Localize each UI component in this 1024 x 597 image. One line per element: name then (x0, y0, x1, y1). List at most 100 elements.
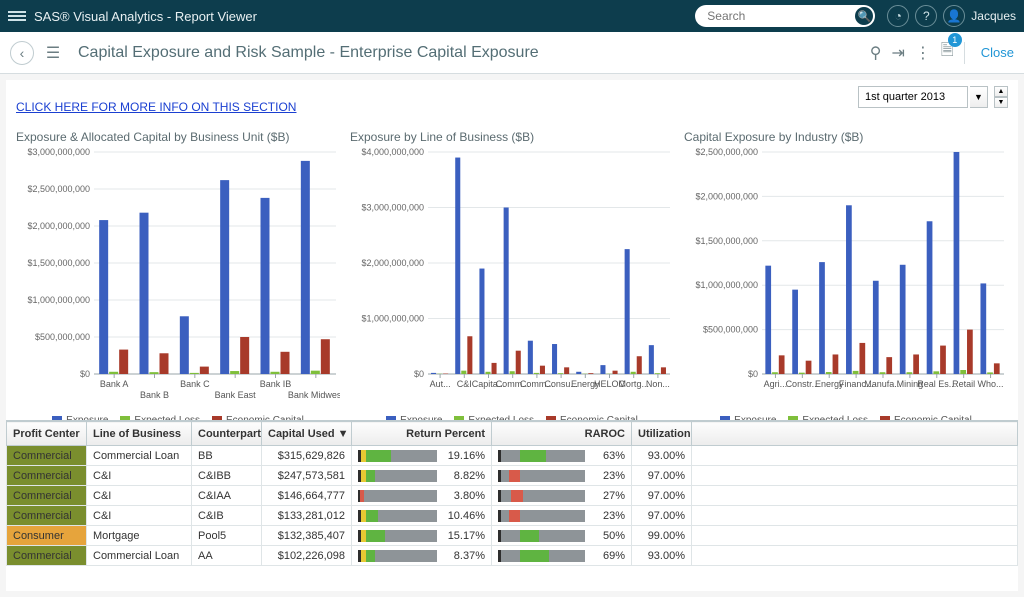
table-cell: C&I (87, 486, 192, 506)
col-spacer (692, 422, 1018, 446)
chart-line-of-business: Exposure by Line of Business ($B) $0 $1,0… (350, 130, 674, 412)
table-cell: 97.00% (632, 506, 692, 526)
svg-text:$500,000,000: $500,000,000 (35, 332, 90, 342)
notifications-icon[interactable]: ◔ (887, 5, 909, 27)
chart-business-unit: Exposure & Allocated Capital by Business… (16, 130, 340, 412)
table-cell: 23% (492, 506, 632, 526)
period-display[interactable]: 1st quarter 2013 (858, 86, 968, 108)
table-row[interactable]: ConsumerMortgagePool5$132,385,40715.17%5… (7, 526, 1018, 546)
svg-text:Bank East: Bank East (215, 390, 257, 400)
table-cell: 8.37% (352, 546, 492, 566)
close-button[interactable]: Close (981, 45, 1014, 60)
period-selector: 1st quarter 2013 ▼ ▲ ▼ (858, 86, 1008, 130)
search-icon[interactable]: 🔍 (855, 7, 873, 25)
sections-icon[interactable]: ☰ (44, 44, 62, 62)
svg-text:$1,000,000,000: $1,000,000,000 (27, 295, 90, 305)
svg-text:$2,000,000,000: $2,000,000,000 (361, 258, 424, 268)
svg-text:$1,500,000,000: $1,500,000,000 (27, 258, 90, 268)
table-cell (692, 466, 1018, 486)
svg-text:$3,000,000,000: $3,000,000,000 (27, 148, 90, 157)
microbar (498, 490, 585, 502)
chart3-plot[interactable]: $0$500,000,000$1,000,000,000$1,500,000,0… (684, 148, 1008, 411)
table-row[interactable]: CommercialCommercial LoanBB$315,629,8261… (7, 446, 1018, 466)
table-cell: C&IB (192, 506, 262, 526)
chart2-title: Exposure by Line of Business ($B) (350, 130, 674, 144)
table-row[interactable]: CommercialC&IC&IB$133,281,01210.46%23%97… (7, 506, 1018, 526)
table-cell: 99.00% (632, 526, 692, 546)
period-up-button[interactable]: ▲ (994, 86, 1008, 97)
filter-icon[interactable]: ⚲ (870, 43, 882, 63)
microbar (498, 470, 585, 482)
table-cell: 97.00% (632, 486, 692, 506)
search-input[interactable] (695, 5, 875, 27)
chart1-plot[interactable]: $0$500,000,000$1,000,000,000$1,500,000,0… (16, 148, 340, 411)
microbar (358, 550, 437, 562)
col-counterparty[interactable]: Counterparty (192, 422, 262, 446)
table-cell: AA (192, 546, 262, 566)
svg-text:$1,000,000,000: $1,000,000,000 (695, 280, 758, 290)
table-cell: Commercial Loan (87, 546, 192, 566)
chart1-title: Exposure & Allocated Capital by Business… (16, 130, 340, 144)
svg-text:Agri...: Agri... (764, 379, 788, 389)
svg-text:Mortg...: Mortg... (618, 379, 649, 389)
table-cell: 93.00% (632, 546, 692, 566)
svg-text:$2,000,000,000: $2,000,000,000 (27, 221, 90, 231)
top-strip: CLICK HERE FOR MORE INFO ON THIS SECTION… (6, 80, 1018, 130)
toolbar-divider (964, 42, 965, 64)
report-toolbar: ‹ ☰ Capital Exposure and Risk Sample - E… (0, 32, 1024, 74)
microbar (498, 510, 585, 522)
col-utilization[interactable]: Utilization (632, 422, 692, 446)
microbar (358, 470, 437, 482)
table-cell: Pool5 (192, 526, 262, 546)
table-cell: 69% (492, 546, 632, 566)
col-return-percent[interactable]: Return Percent (352, 422, 492, 446)
table-cell: 15.17% (352, 526, 492, 546)
col-raroc[interactable]: RAROC (492, 422, 632, 446)
col-capital-used[interactable]: Capital Used ▼ (262, 422, 352, 446)
table-row[interactable]: CommercialC&IC&IAA$146,664,7773.80%27%97… (7, 486, 1018, 506)
table-row[interactable]: CommercialC&IC&IBB$247,573,5818.82%23%97… (7, 466, 1018, 486)
svg-text:Bank IB: Bank IB (260, 379, 292, 389)
username-label: Jacques (971, 9, 1016, 23)
microbar (498, 450, 585, 462)
svg-text:$0: $0 (414, 369, 424, 379)
reports-badge: 1 (948, 33, 962, 47)
table-cell: 10.46% (352, 506, 492, 526)
svg-text:Bank C: Bank C (180, 379, 210, 389)
table-cell: 3.80% (352, 486, 492, 506)
table-cell: $247,573,581 (262, 466, 352, 486)
table-cell: Commercial (7, 546, 87, 566)
info-link[interactable]: CLICK HERE FOR MORE INFO ON THIS SECTION (16, 86, 296, 130)
help-icon[interactable]: ? (915, 5, 937, 27)
reports-icon[interactable]: 🗎1 (941, 39, 954, 66)
svg-text:$1,000,000,000: $1,000,000,000 (361, 314, 424, 324)
table-cell: 50% (492, 526, 632, 546)
back-button[interactable]: ‹ (10, 41, 34, 65)
table-row[interactable]: CommercialCommercial LoanAA$102,226,0988… (7, 546, 1018, 566)
col-line-of-business[interactable]: Line of Business (87, 422, 192, 446)
table-cell (692, 446, 1018, 466)
table-cell: 8.82% (352, 466, 492, 486)
table-cell: 97.00% (632, 466, 692, 486)
charts-row: Exposure & Allocated Capital by Business… (6, 130, 1018, 420)
svg-text:C&I: C&I (457, 379, 472, 389)
table-cell: Commercial (7, 446, 87, 466)
chart2-plot[interactable]: $0$1,000,000,000$2,000,000,000$3,000,000… (350, 148, 674, 411)
table-cell: 93.00% (632, 446, 692, 466)
table-cell: Commercial Loan (87, 446, 192, 466)
app-title: SAS® Visual Analytics - Report Viewer (34, 9, 695, 24)
svg-text:Who...: Who... (978, 379, 1004, 389)
data-table: Profit Center Line of Business Counterpa… (6, 421, 1018, 566)
more-icon[interactable]: ⋮ (915, 43, 931, 63)
export-icon[interactable]: ⇥ (891, 43, 904, 63)
period-dropdown-button[interactable]: ▼ (970, 86, 988, 108)
period-down-button[interactable]: ▼ (994, 97, 1008, 108)
table-cell: $132,385,407 (262, 526, 352, 546)
table-cell (692, 546, 1018, 566)
menu-icon[interactable] (8, 11, 26, 21)
table-cell (692, 486, 1018, 506)
col-profit-center[interactable]: Profit Center (7, 422, 87, 446)
svg-text:$0: $0 (748, 369, 758, 379)
user-avatar-icon[interactable]: 👤 (943, 5, 965, 27)
svg-text:$4,000,000,000: $4,000,000,000 (361, 148, 424, 157)
